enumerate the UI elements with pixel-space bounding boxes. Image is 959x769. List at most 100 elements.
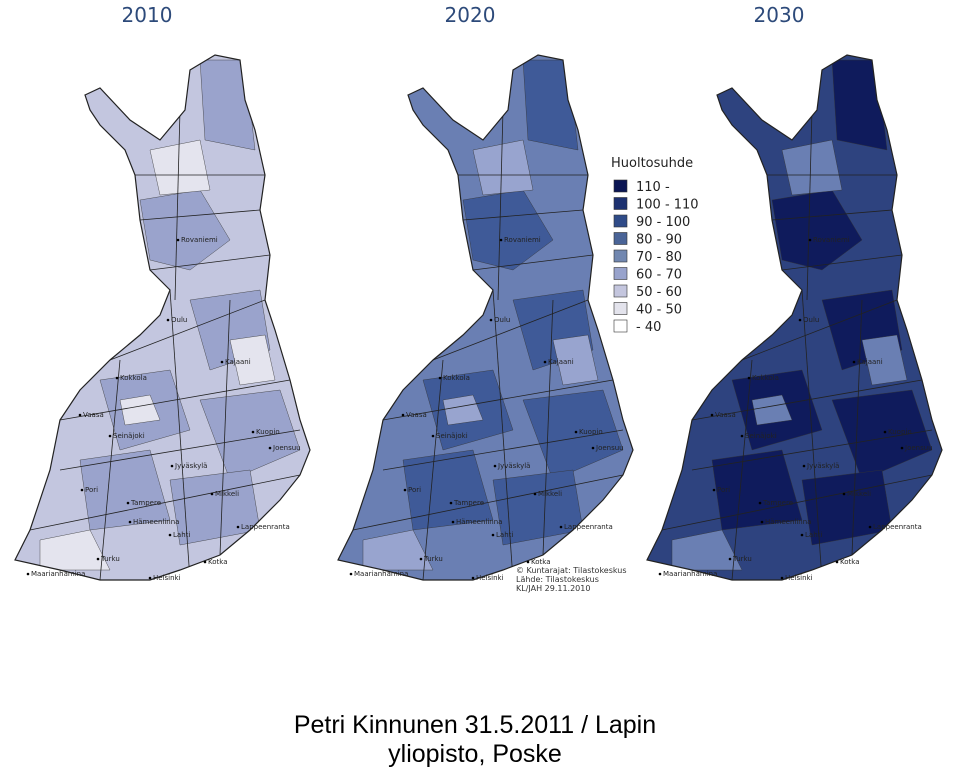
source-line: © Kuntarajat: Tilastokeskus <box>516 566 627 575</box>
city-label: Hämeenlinna <box>456 518 502 526</box>
city-dot <box>533 492 537 496</box>
city-dot <box>471 576 475 580</box>
region <box>861 334 908 386</box>
city-label: Vaasa <box>83 411 104 419</box>
city-label: Hämeenlinna <box>765 518 811 526</box>
border <box>149 254 271 271</box>
border <box>691 379 923 421</box>
city-dot <box>449 501 453 505</box>
city-dot <box>800 533 804 537</box>
border <box>382 429 624 471</box>
city-dot <box>526 560 530 564</box>
city-label: Lappeenranta <box>873 523 922 531</box>
city-label: Lahti <box>173 531 190 539</box>
region <box>119 394 161 426</box>
country-outline <box>337 54 634 581</box>
city-dot <box>658 572 662 576</box>
city-label: Mikkeli <box>538 490 562 498</box>
city-dot <box>108 434 112 438</box>
border <box>174 109 181 301</box>
city-label: Kokkola <box>120 374 147 382</box>
city-dot <box>574 430 578 434</box>
city-label: Lappeenranta <box>564 523 613 531</box>
city-label: Pori <box>85 486 98 494</box>
legend-label: 60 - 70 <box>636 268 682 283</box>
border <box>771 209 893 221</box>
legend: Huoltosuhde 110 - 100 - 110 90 - 100 80 - 90… <box>611 156 699 335</box>
city-dot <box>96 557 100 561</box>
city-label: Hämeenlinna <box>133 518 179 526</box>
city-label: Kotka <box>840 558 860 566</box>
city-dot <box>419 557 423 561</box>
region <box>711 449 803 531</box>
legend-label: 80 - 90 <box>636 233 682 248</box>
border <box>432 299 589 361</box>
city-dot <box>126 501 130 505</box>
map-body <box>647 55 942 580</box>
city-dot <box>758 501 762 505</box>
border <box>492 289 514 580</box>
legend-swatch <box>613 249 628 263</box>
city-dot <box>835 560 839 564</box>
region <box>39 529 111 571</box>
city-dot <box>728 557 732 561</box>
footer-line: Petri Kinnunen 31.5.2011 / Lapin <box>294 711 656 739</box>
city-label: Rovaniemi <box>504 236 541 244</box>
legend-label: 70 - 80 <box>636 250 682 265</box>
region <box>402 449 494 531</box>
city-dot <box>148 576 152 580</box>
city-label: Maarianhamina <box>354 570 408 578</box>
city-dot <box>166 318 170 322</box>
city-label: Seinäjoki <box>113 432 145 440</box>
border <box>382 379 614 421</box>
city-label: Kuopio <box>579 428 603 436</box>
legend-label: 90 - 100 <box>636 215 690 230</box>
city-label: Mikkeli <box>215 490 239 498</box>
border <box>109 299 266 361</box>
region <box>442 394 484 426</box>
source-line: KL/JAH 29.11.2010 <box>516 584 590 593</box>
city-dot <box>591 446 595 450</box>
city-label: Kuopio <box>888 428 912 436</box>
legend-swatch <box>613 267 628 280</box>
city-label: Maarianhamina <box>31 570 85 578</box>
legend-swatch <box>613 197 628 210</box>
city-dot <box>802 464 806 468</box>
border <box>99 359 121 580</box>
city-label: Jyväskylä <box>174 462 207 470</box>
legend-label: 110 - <box>636 180 670 195</box>
city-label: Seinäjoki <box>745 432 777 440</box>
region <box>522 59 579 151</box>
city-dot <box>203 560 207 564</box>
city-label: Kokkola <box>752 374 779 382</box>
border <box>741 299 898 361</box>
border <box>219 299 231 556</box>
city-dot <box>80 488 84 492</box>
city-dot <box>128 520 132 524</box>
city-dot <box>798 318 802 322</box>
finland-map: 2010 Rovaniemi Oulu Kajaani Kokkola Vaasa Sein… <box>14 3 311 582</box>
city-label: Helsinki <box>785 574 813 582</box>
city-label: Joensuu <box>595 444 624 452</box>
city-dot <box>712 488 716 492</box>
city-label: Pori <box>717 486 730 494</box>
city-label: Rovaniemi <box>813 236 850 244</box>
map-year: 2030 <box>754 3 805 27</box>
city-dot <box>883 430 887 434</box>
city-label: Kokkola <box>443 374 470 382</box>
border <box>29 474 301 531</box>
city-dot <box>438 376 442 380</box>
city-label: Kajaani <box>548 358 574 366</box>
city-dot <box>747 376 751 380</box>
city-dot <box>491 533 495 537</box>
city-dot <box>168 533 172 537</box>
city-dot <box>78 413 82 417</box>
region <box>552 334 599 386</box>
city-label: Joensuu <box>904 444 933 452</box>
city-dot <box>401 413 405 417</box>
city-label: Mikkeli <box>847 490 871 498</box>
border <box>781 254 903 271</box>
region <box>362 529 434 571</box>
